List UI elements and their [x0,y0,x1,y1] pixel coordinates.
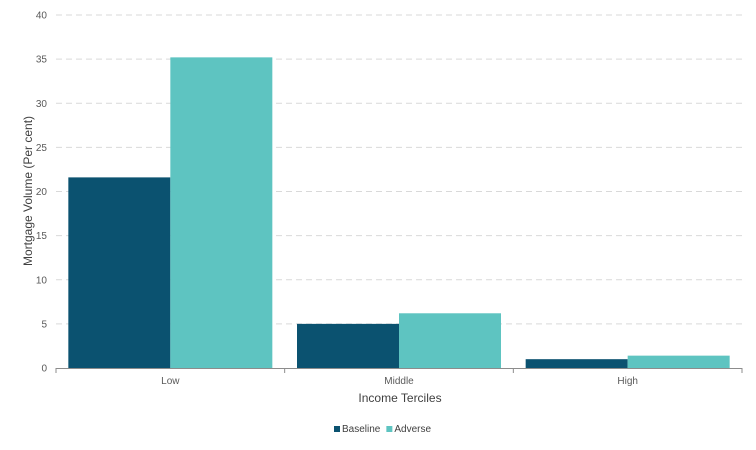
bar-baseline-middle [297,323,399,368]
bar-baseline-low [68,177,171,368]
bar-adverse-high [627,355,730,368]
y-tick-label: 20 [36,187,48,198]
x-tick-label: Middle [384,376,414,387]
y-tick-label: 0 [41,364,47,375]
x-tick-label: High [617,376,638,387]
legend: Baseline Adverse [334,424,431,435]
x-axis-title: Income Terciles [358,391,441,405]
y-tick-label: 10 [36,275,48,286]
y-tick-label: 40 [36,11,48,22]
y-tick-label: 30 [36,99,48,110]
bar-adverse-middle [399,313,501,368]
y-tick-label: 5 [41,319,47,330]
y-tick-label: 35 [36,55,48,66]
legend-swatch-baseline [334,426,340,432]
bar-baseline-high [525,359,628,368]
y-tick-label: 25 [36,143,48,154]
y-tick-label: 15 [36,231,48,242]
legend-label-adverse: Adverse [394,424,431,435]
legend-label-baseline: Baseline [342,424,381,435]
legend-swatch-adverse [386,426,393,432]
axes: 0 5 10 15 20 25 30 35 40 Low Middle High [36,11,743,387]
y-axis-title: Mortgage Volume (Per cent) [21,116,35,266]
bar-adverse-low [170,57,273,369]
x-tick-label: Low [161,376,180,387]
bars [68,57,730,369]
